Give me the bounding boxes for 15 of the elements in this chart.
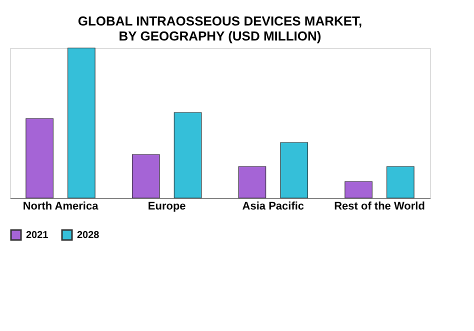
legend-label: 2028 bbox=[77, 230, 100, 241]
bar bbox=[344, 181, 372, 198]
bar bbox=[174, 112, 202, 198]
bar bbox=[238, 166, 266, 198]
bar bbox=[68, 48, 96, 198]
x-tick-label: Rest of the World bbox=[334, 200, 425, 212]
x-tick-label: North America bbox=[22, 200, 100, 212]
chart-title: GLOBAL INTRAOSSEOUS DEVICES MARKET, BY GEOGRAPHY (USD MILLION) bbox=[78, 14, 362, 44]
bar bbox=[132, 154, 160, 198]
bar bbox=[280, 142, 308, 198]
bar bbox=[26, 118, 54, 198]
x-tick-label: Europe bbox=[148, 200, 186, 212]
legend-label: 2021 bbox=[26, 230, 49, 241]
x-tick-label: Asia Pacific bbox=[242, 200, 304, 212]
bar bbox=[386, 166, 414, 198]
